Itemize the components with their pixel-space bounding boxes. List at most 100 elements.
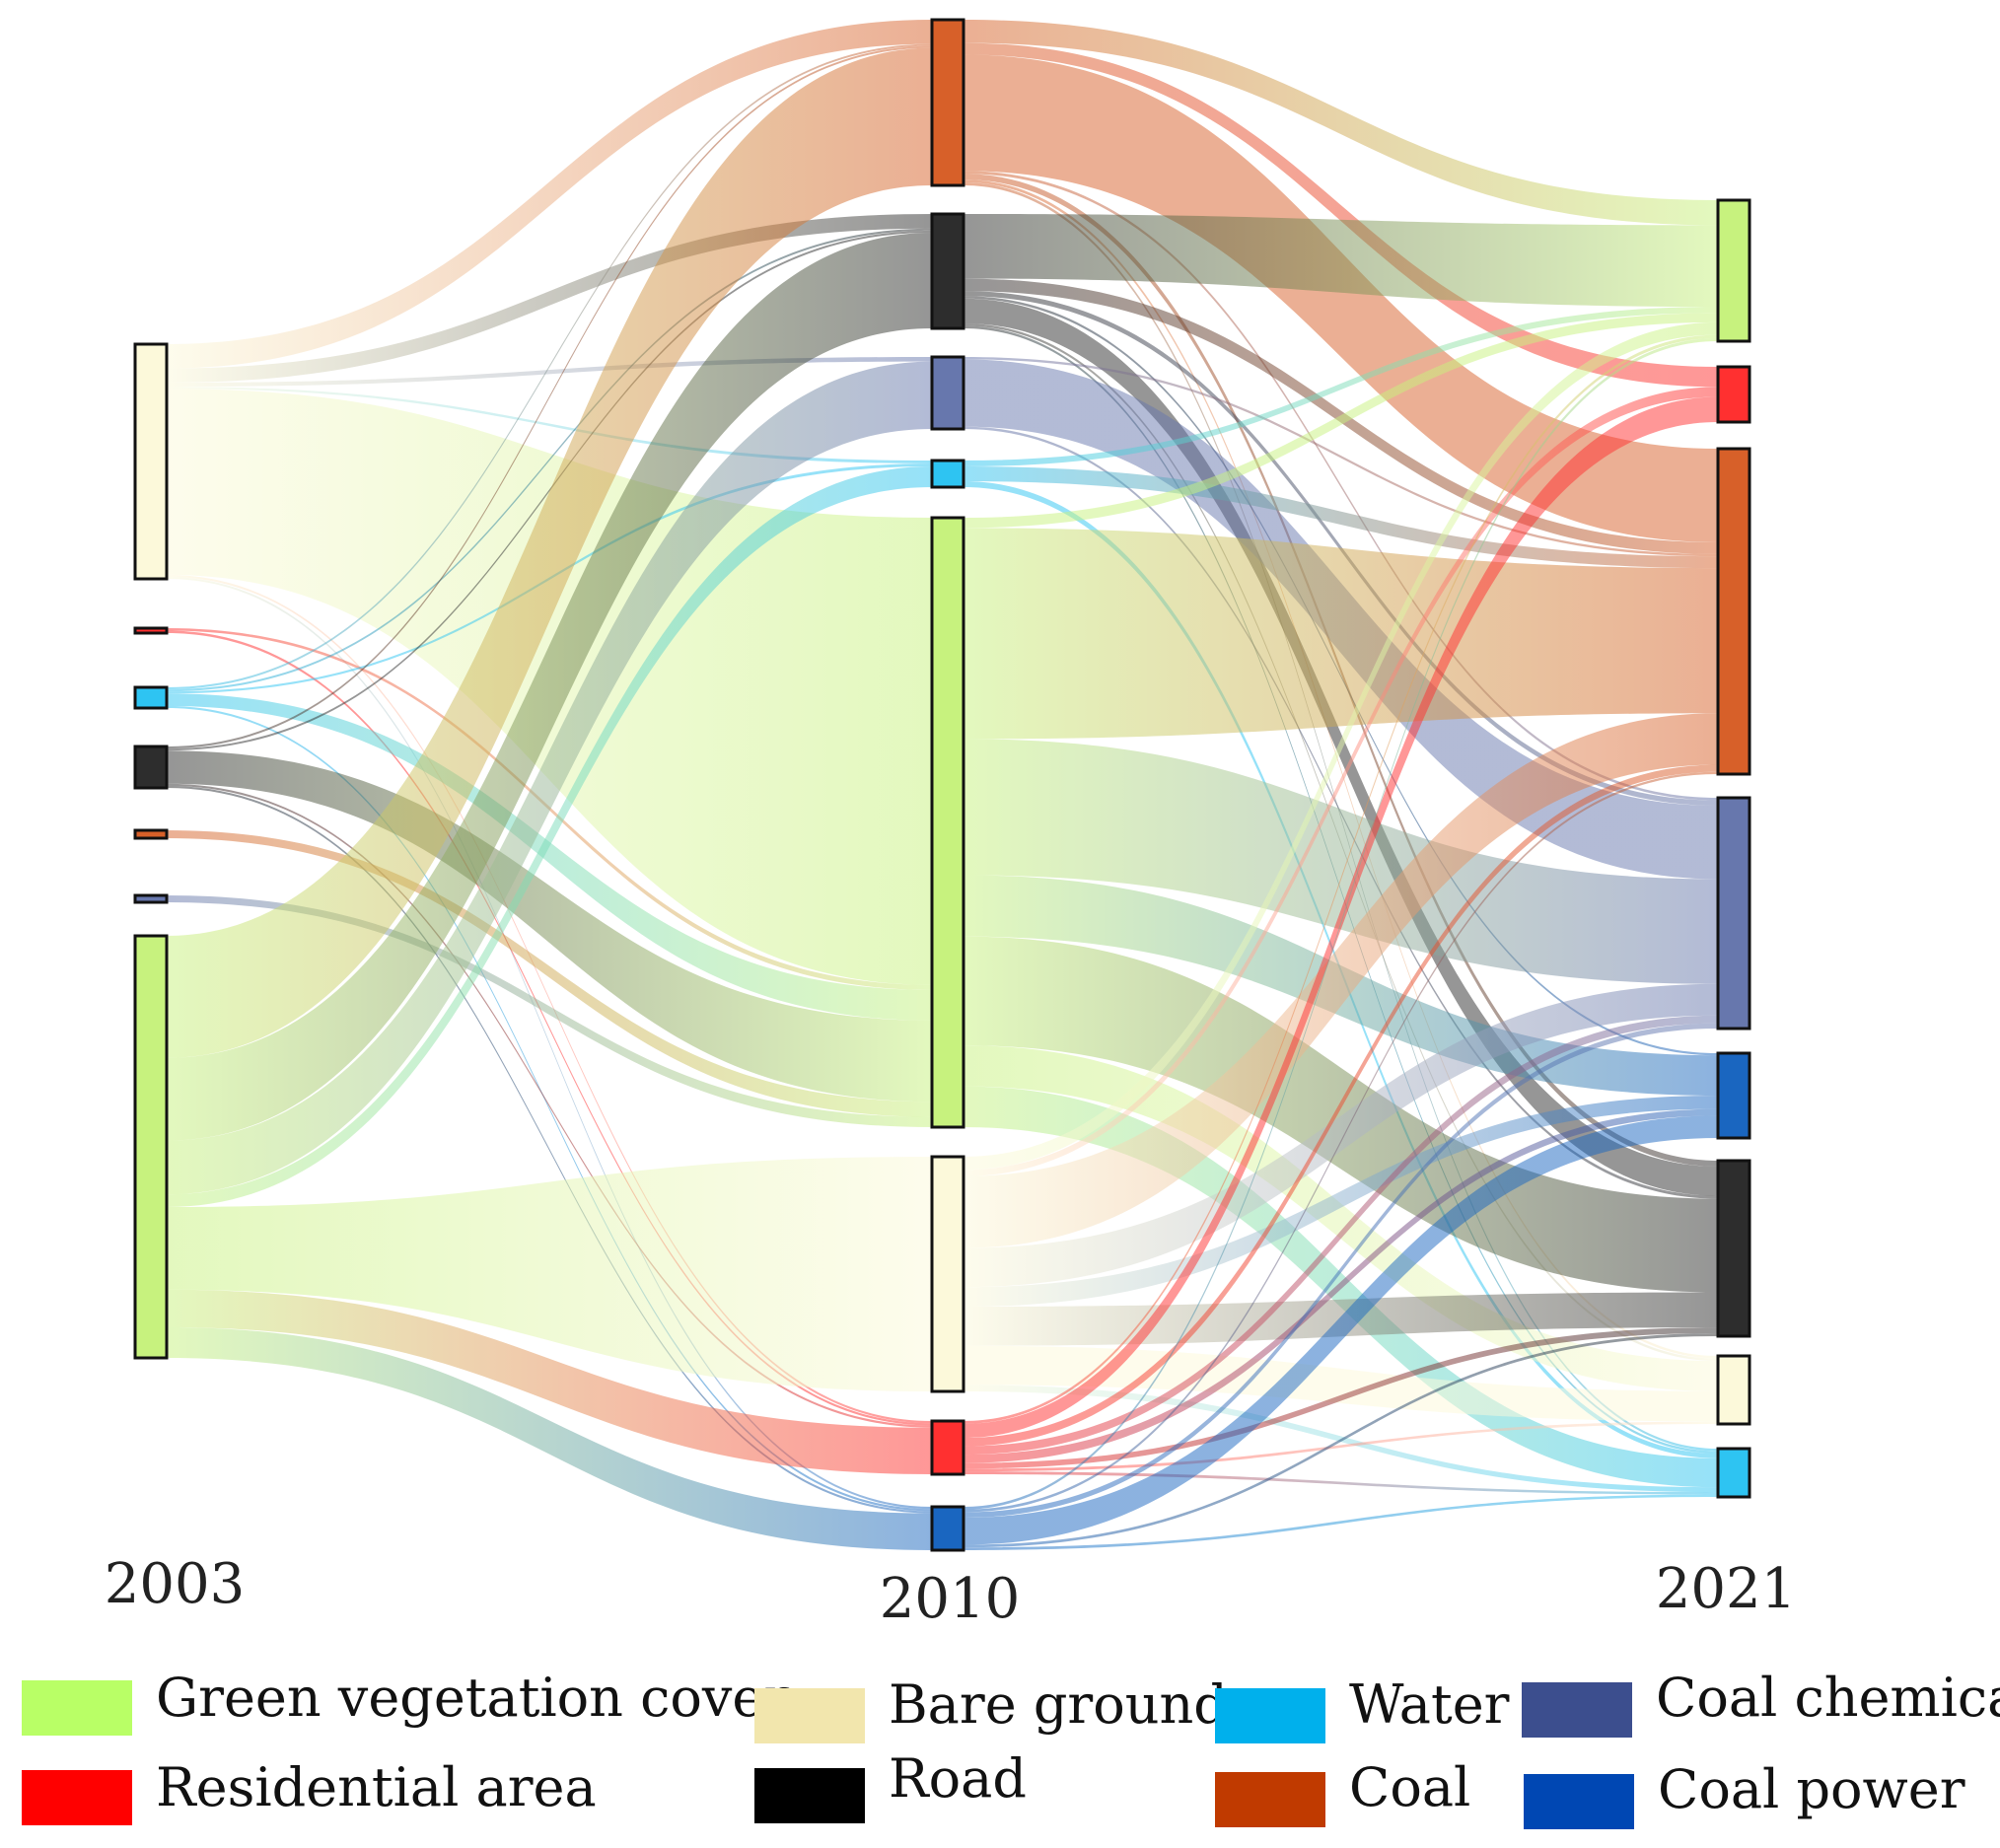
legend: Green vegetation cover Bare ground Water Co… (22, 1667, 2000, 1829)
node-2003-res (133, 626, 169, 635)
flow-2010-green-to-2021-coal (964, 528, 1718, 740)
legend-swatch-power (1524, 1774, 1634, 1829)
stage-label-2010: 2010 (880, 1567, 1021, 1631)
flow-2010-coal-to-2021-bare (964, 179, 1718, 1359)
stage-label-2003: 2003 (105, 1552, 246, 1616)
legend-label-chem: Coal chemical (1656, 1667, 2000, 1729)
node-2010-road (930, 212, 965, 330)
flow-2010-green-to-2021-chem (964, 739, 1718, 984)
node-2021-green (1716, 198, 1751, 343)
legend-label-coal: Coal (1349, 1756, 1470, 1818)
legend-label-green: Green vegetation cover (156, 1667, 789, 1729)
flow-2003-bare-to-2010-chem (167, 357, 932, 388)
flow-2003-green-to-2010-power (167, 1327, 932, 1550)
flow-2003-bare-to-2010-water (167, 387, 932, 463)
node-2003-bare (133, 342, 169, 581)
legend-swatch-water (1215, 1688, 1325, 1743)
flow-2003-road-to-2010-green (167, 750, 932, 1102)
flow-2003-bare-to-2010-coal (167, 20, 932, 369)
flow-2010-res-to-2021-res (964, 396, 1718, 1439)
node-2021-res (1716, 365, 1751, 424)
flow-2010-power-to-2021-chem (964, 1023, 1718, 1518)
flow-2010-power-to-2021-power (964, 1115, 1718, 1545)
flow-2003-road-to-2010-res (167, 783, 932, 1428)
flow-2010-res-to-2021-coal (964, 764, 1718, 1447)
flow-2010-bare-to-2021-green (964, 321, 1718, 1171)
node-2003-coal (133, 828, 169, 840)
flow-2003-green-to-2010-res (167, 1289, 932, 1474)
flow-2003-water-to-2010-power (167, 705, 932, 1512)
flow-2003-green-to-2010-chem (167, 361, 932, 1195)
stage-label-2021: 2021 (1656, 1557, 1797, 1621)
flow-2010-coal-to-2021-res (964, 42, 1718, 388)
node-2003-chem (133, 893, 169, 904)
flow-2010-power-to-2021-water (964, 1494, 1718, 1550)
flow-2010-res-to-2021-water (964, 1471, 1718, 1495)
node-2010-bare (930, 1155, 965, 1393)
flow-2010-bare-to-2021-res (964, 387, 1718, 1176)
flow-2010-green-to-2021-green (964, 313, 1718, 529)
flow-2003-green-to-2010-water (167, 466, 932, 1208)
flow-2003-chem-to-2010-green (167, 895, 932, 1127)
legend-swatch-chem (1522, 1682, 1632, 1738)
flow-2010-road-to-2021-green (964, 214, 1718, 308)
legend-swatch-res (22, 1770, 132, 1825)
flow-2010-res-to-2021-road (964, 1327, 1718, 1469)
flow-2010-water-to-2021-coal (964, 466, 1718, 569)
flow-2003-coal-to-2010-green (167, 830, 932, 1117)
flow-2003-green-to-2010-road (167, 232, 932, 1141)
node-2010-coal (930, 18, 965, 187)
flow-2010-bare-to-2021-bare (964, 1345, 1718, 1422)
flow-2010-coal-to-2021-green (964, 20, 1718, 226)
flow-2003-bare-to-2010-road (167, 214, 932, 383)
flow-2010-power-to-2021-green (964, 337, 1718, 1510)
flow-2010-bare-to-2021-water (964, 1385, 1718, 1493)
flow-2010-res-to-2021-chem (964, 1015, 1718, 1456)
flow-2010-green-to-2021-road (964, 936, 1718, 1293)
node-2003-road (133, 745, 169, 790)
legend-label-water: Water (1349, 1673, 1510, 1736)
flow-2003-road-to-2010-road (167, 230, 932, 751)
flow-2003-green-to-2010-coal (167, 47, 932, 1058)
node-2021-road (1716, 1159, 1751, 1338)
legend-swatch-bare (754, 1688, 865, 1743)
node-2010-power (930, 1505, 965, 1552)
flow-2010-coal-to-2021-chem (964, 171, 1718, 801)
node-2021-chem (1716, 796, 1751, 1031)
flow-2010-bare-to-2021-coal (964, 713, 1718, 1248)
flow-2010-water-to-2021-green (964, 307, 1718, 466)
legend-label-bare: Bare ground (889, 1673, 1228, 1736)
node-2003-green (133, 934, 169, 1360)
flow-2003-bare-to-2010-res (167, 574, 932, 1424)
flow-2003-res-to-2010-res (167, 630, 932, 1426)
node-2003-water (133, 685, 169, 710)
flow-2003-road-to-2010-power (167, 785, 932, 1514)
flow-2010-green-to-2021-bare (964, 1045, 1718, 1391)
flow-2010-res-to-2021-green (964, 334, 1718, 1424)
flow-2003-water-to-2010-green (167, 693, 932, 1021)
flow-2010-chem-to-2021-coal (964, 357, 1718, 557)
flow-2010-bare-to-2021-power (964, 1096, 1718, 1308)
stage-nodes (133, 18, 1751, 1552)
legend-swatch-green (22, 1680, 132, 1736)
legend-label-road: Road (889, 1747, 1027, 1810)
flow-links (167, 20, 1718, 1550)
flow-2010-res-to-2021-bare (964, 1421, 1718, 1472)
stage-labels: 2003 2010 2021 (105, 1552, 1797, 1631)
flow-2010-power-to-2021-coal (964, 771, 1718, 1513)
node-2021-power (1716, 1051, 1751, 1140)
flow-2003-road-to-2010-coal (167, 45, 932, 749)
legend-label-res: Residential area (156, 1756, 597, 1818)
flow-2010-res-to-2021-power (964, 1108, 1718, 1463)
node-2010-water (930, 459, 965, 489)
flow-2010-bare-to-2021-chem (964, 983, 1718, 1288)
node-2021-bare (1716, 1354, 1751, 1426)
node-2021-water (1716, 1447, 1751, 1499)
node-2010-green (930, 516, 965, 1129)
legend-label-power: Coal power (1658, 1758, 1965, 1820)
node-2010-res (930, 1419, 965, 1476)
node-2021-coal (1716, 447, 1751, 776)
legend-swatch-road (754, 1768, 865, 1823)
flow-2003-green-to-2010-bare (167, 1157, 932, 1391)
legend-swatch-coal (1215, 1772, 1325, 1827)
